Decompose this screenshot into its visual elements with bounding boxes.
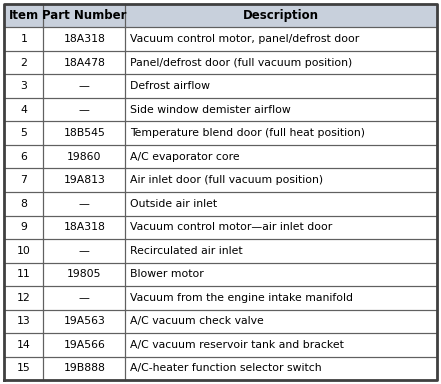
Bar <box>43 145 125 169</box>
Bar <box>43 4 125 27</box>
Text: 3: 3 <box>20 81 27 91</box>
Bar <box>4 4 43 27</box>
Text: 12: 12 <box>17 293 31 303</box>
Text: 19860: 19860 <box>67 152 101 162</box>
Bar <box>43 286 125 310</box>
Text: A/C evaporator core: A/C evaporator core <box>130 152 240 162</box>
Text: Side window demister airflow: Side window demister airflow <box>130 105 291 115</box>
Bar <box>125 333 437 357</box>
Bar <box>125 263 437 286</box>
Text: 1: 1 <box>20 34 27 44</box>
Bar <box>4 333 43 357</box>
Text: 19B888: 19B888 <box>64 363 105 373</box>
Text: 7: 7 <box>20 175 27 185</box>
Text: 4: 4 <box>20 105 27 115</box>
Bar <box>125 169 437 192</box>
Text: Item: Item <box>9 9 39 22</box>
Text: 19A813: 19A813 <box>64 175 105 185</box>
Text: 10: 10 <box>17 246 31 256</box>
Text: 9: 9 <box>20 222 27 232</box>
Bar <box>125 121 437 145</box>
Bar <box>125 192 437 215</box>
Text: 19805: 19805 <box>67 269 101 279</box>
Bar <box>125 51 437 74</box>
Text: 13: 13 <box>17 316 31 326</box>
Bar <box>43 333 125 357</box>
Text: Vacuum from the engine intake manifold: Vacuum from the engine intake manifold <box>130 293 353 303</box>
Text: —: — <box>79 293 90 303</box>
Bar <box>125 310 437 333</box>
Bar <box>125 74 437 98</box>
Text: —: — <box>79 199 90 209</box>
Bar <box>4 74 43 98</box>
Bar <box>125 4 437 27</box>
Bar <box>43 169 125 192</box>
Bar <box>4 169 43 192</box>
Bar <box>43 357 125 380</box>
Text: A/C-heater function selector switch: A/C-heater function selector switch <box>130 363 322 373</box>
Text: A/C vacuum reservoir tank and bracket: A/C vacuum reservoir tank and bracket <box>130 340 344 350</box>
Bar <box>4 121 43 145</box>
Text: 19A563: 19A563 <box>64 316 105 326</box>
Text: 18A318: 18A318 <box>64 34 105 44</box>
Bar <box>4 357 43 380</box>
Text: 11: 11 <box>17 269 31 279</box>
Bar <box>125 98 437 121</box>
Bar <box>43 192 125 215</box>
Text: 15: 15 <box>17 363 31 373</box>
Bar <box>43 51 125 74</box>
Text: —: — <box>79 105 90 115</box>
Text: 8: 8 <box>20 199 27 209</box>
Text: Vacuum control motor, panel/defrost door: Vacuum control motor, panel/defrost door <box>130 34 359 44</box>
Text: 5: 5 <box>20 128 27 138</box>
Bar <box>4 263 43 286</box>
Text: Panel/defrost door (full vacuum position): Panel/defrost door (full vacuum position… <box>130 58 352 68</box>
Text: 2: 2 <box>20 58 27 68</box>
Text: 18A318: 18A318 <box>64 222 105 232</box>
Bar <box>4 239 43 263</box>
Bar <box>125 239 437 263</box>
Text: Recirculated air inlet: Recirculated air inlet <box>130 246 243 256</box>
Bar <box>4 192 43 215</box>
Bar <box>125 27 437 51</box>
Text: 18B545: 18B545 <box>64 128 105 138</box>
Text: —: — <box>79 81 90 91</box>
Bar <box>4 310 43 333</box>
Bar <box>43 98 125 121</box>
Bar <box>4 51 43 74</box>
Bar <box>4 98 43 121</box>
Text: 6: 6 <box>20 152 27 162</box>
Bar <box>4 145 43 169</box>
Bar <box>43 27 125 51</box>
Bar <box>43 239 125 263</box>
Text: Air inlet door (full vacuum position): Air inlet door (full vacuum position) <box>130 175 323 185</box>
Bar <box>4 286 43 310</box>
Bar <box>125 286 437 310</box>
Bar <box>4 27 43 51</box>
Bar <box>43 74 125 98</box>
Text: Defrost airflow: Defrost airflow <box>130 81 210 91</box>
Bar <box>125 145 437 169</box>
Text: Description: Description <box>243 9 319 22</box>
Text: 18A478: 18A478 <box>64 58 105 68</box>
Bar <box>125 215 437 239</box>
Bar <box>4 215 43 239</box>
Text: Blower motor: Blower motor <box>130 269 204 279</box>
Text: Outside air inlet: Outside air inlet <box>130 199 217 209</box>
Text: 14: 14 <box>17 340 31 350</box>
Bar <box>43 263 125 286</box>
Text: 19A566: 19A566 <box>64 340 105 350</box>
Text: —: — <box>79 246 90 256</box>
Bar <box>43 310 125 333</box>
Bar <box>43 215 125 239</box>
Text: Vacuum control motor—air inlet door: Vacuum control motor—air inlet door <box>130 222 333 232</box>
Text: Part Number: Part Number <box>42 9 127 22</box>
Text: Temperature blend door (full heat position): Temperature blend door (full heat positi… <box>130 128 365 138</box>
Text: A/C vacuum check valve: A/C vacuum check valve <box>130 316 264 326</box>
Bar <box>43 121 125 145</box>
Bar <box>125 357 437 380</box>
